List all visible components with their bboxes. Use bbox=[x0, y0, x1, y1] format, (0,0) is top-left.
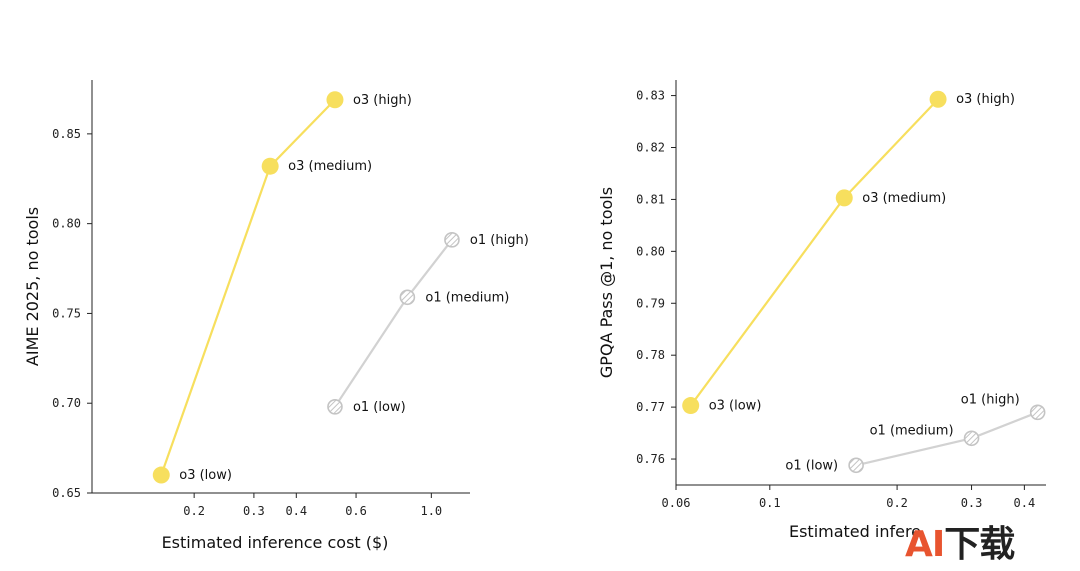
series-line-o1 bbox=[855, 411, 1039, 467]
data-label: o1 (medium) bbox=[425, 290, 509, 305]
x-tick-label: 0.6 bbox=[345, 504, 367, 518]
data-label: o1 (low) bbox=[785, 458, 838, 473]
data-point-o3 bbox=[152, 466, 170, 484]
y-tick-label: 0.78 bbox=[636, 348, 665, 362]
x-tick-label: 0.3 bbox=[243, 504, 265, 518]
data-label: o1 (high) bbox=[961, 392, 1020, 407]
watermark-brand-b: 下载 bbox=[944, 524, 1015, 565]
data-point-o1 bbox=[444, 232, 460, 248]
aime-chart: 0.65 0.70 0.75 0.80 0.85 0.2 0.3 0.4 0.6 1.0 Estim… bbox=[23, 80, 529, 552]
data-label: o3 (low) bbox=[179, 468, 232, 483]
data-label: o3 (high) bbox=[353, 93, 412, 108]
data-point-o1 bbox=[1029, 404, 1046, 421]
x-axis-title: Estimated infere bbox=[789, 522, 921, 541]
series-line-o3 bbox=[689, 98, 939, 407]
series-line-o1 bbox=[334, 239, 453, 408]
y-tick-label: 0.79 bbox=[636, 296, 665, 310]
data-point-o1 bbox=[399, 289, 416, 306]
watermark-logo: AI下载 bbox=[905, 522, 1055, 568]
data-label: o1 (high) bbox=[470, 233, 529, 248]
x-tick-label: 0.4 bbox=[1014, 496, 1036, 510]
x-tick-label: 0.1 bbox=[759, 496, 781, 510]
y-axis-title: GPQA Pass @1, no tools bbox=[597, 187, 616, 378]
x-tick-label: 0.3 bbox=[961, 496, 983, 510]
y-tick-label: 0.83 bbox=[636, 89, 665, 103]
watermark-brand-a: AI bbox=[905, 524, 945, 565]
data-point-o3 bbox=[682, 397, 700, 415]
y-tick-label: 0.76 bbox=[636, 452, 665, 466]
data-point-o3 bbox=[929, 90, 947, 108]
x-axis-title: Estimated inference cost ($) bbox=[162, 533, 389, 552]
x-tick-label: 0.2 bbox=[886, 496, 908, 510]
y-tick-label: 0.82 bbox=[636, 141, 665, 155]
y-tick-label: 0.80 bbox=[52, 217, 81, 231]
y-tick-label: 0.85 bbox=[52, 127, 81, 141]
y-tick-label: 0.65 bbox=[52, 486, 81, 500]
y-tick-label: 0.80 bbox=[636, 244, 665, 258]
gpqa-chart: 0.76 0.77 0.78 0.79 0.80 0.81 0.82 0.83 0.06 0.1 0… bbox=[597, 80, 1046, 541]
data-label: o3 (low) bbox=[709, 399, 762, 414]
y-tick-label: 0.77 bbox=[636, 400, 665, 414]
x-tick-label: 0.2 bbox=[183, 504, 205, 518]
data-label: o1 (low) bbox=[353, 400, 406, 415]
data-label: o3 (medium) bbox=[862, 191, 946, 206]
y-tick-label: 0.70 bbox=[52, 396, 81, 410]
y-tick-label: 0.75 bbox=[52, 306, 81, 320]
data-point-o1 bbox=[963, 430, 980, 447]
series-line-o3 bbox=[160, 98, 336, 476]
y-tick-label: 0.81 bbox=[636, 192, 665, 206]
data-label: o3 (high) bbox=[956, 92, 1015, 107]
data-point-o3 bbox=[326, 91, 344, 109]
data-point-o1 bbox=[327, 399, 343, 415]
data-point-o1 bbox=[848, 457, 864, 474]
watermark-text: AI下载 bbox=[905, 522, 1015, 568]
x-tick-label: 1.0 bbox=[420, 504, 442, 518]
data-label: o3 (medium) bbox=[288, 159, 372, 174]
data-label: o1 (medium) bbox=[870, 423, 954, 438]
data-point-o3 bbox=[835, 189, 853, 207]
data-point-o3 bbox=[261, 157, 279, 175]
y-axis-title: AIME 2025, no tools bbox=[23, 207, 42, 366]
x-tick-label: 0.4 bbox=[285, 504, 307, 518]
x-tick-label: 0.06 bbox=[662, 496, 691, 510]
